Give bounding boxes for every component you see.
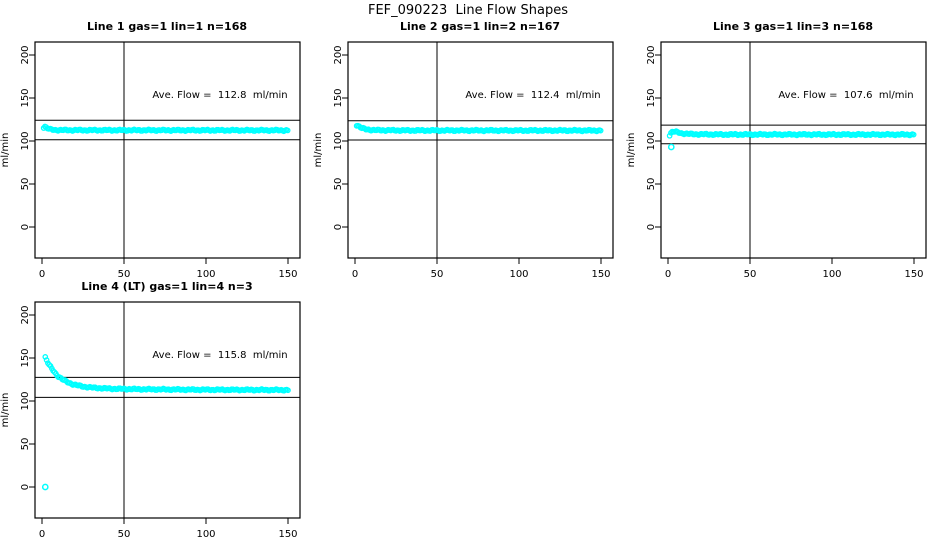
ave-flow-annotation-line-1: Ave. Flow = 112.8 ml/min xyxy=(152,90,288,101)
y-axis: 0 50 100 150 200 xyxy=(333,45,348,230)
panel-title-line-1: Line 1 gas=1 lin=1 n=168 xyxy=(86,20,248,33)
x-tick-label: 100 xyxy=(822,269,841,280)
panel-title-line-3: Line 3 gas=1 lin=3 n=168 xyxy=(712,20,874,33)
y-tick-label: 100 xyxy=(20,391,31,410)
data-point xyxy=(284,127,291,134)
x-tick-label: 50 xyxy=(744,269,757,280)
chart-canvas-line-2: 0 50 100 150 200 ml/min 0 50 100 150 xyxy=(313,41,614,280)
y-tick-label: 200 xyxy=(20,305,31,324)
data-series xyxy=(40,123,291,135)
y-tick-label: 50 xyxy=(20,178,31,191)
y-tick-label: 0 xyxy=(20,224,31,230)
outlier-point xyxy=(41,483,49,491)
x-tick-label: 0 xyxy=(352,269,358,280)
y-tick-label: 200 xyxy=(646,45,657,64)
x-tick-label: 150 xyxy=(278,529,297,540)
y-tick-label: 0 xyxy=(333,224,344,230)
plot-border xyxy=(660,41,927,259)
panel-line-2: 0 50 100 150 200 ml/min 0 50 100 150 Line 2 gas=1… xyxy=(313,18,623,288)
y-axis: 0 50 100 150 200 xyxy=(20,45,35,230)
y-axis-label: ml/min xyxy=(0,133,11,168)
y-tick-label: 100 xyxy=(333,131,344,150)
y-axis-label: ml/min xyxy=(313,133,324,168)
x-axis: 0 50 100 150 xyxy=(352,258,611,280)
data-series xyxy=(666,128,917,139)
plot-border xyxy=(34,41,301,259)
plot-border xyxy=(347,41,614,259)
y-axis: 0 50 100 150 200 xyxy=(646,45,661,230)
panel-line-3: 0 50 100 150 200 ml/min 0 50 100 150 Line 3 gas=1… xyxy=(626,18,936,288)
data-point xyxy=(910,131,917,138)
panel-title-line-2: Line 2 gas=1 lin=2 n=167 xyxy=(399,20,561,33)
data-series xyxy=(353,122,604,135)
y-tick-label: 50 xyxy=(646,178,657,191)
data-point xyxy=(42,354,49,360)
y-tick-label: 150 xyxy=(20,348,31,367)
panel-line-4: 0 50 100 150 200 ml/min 0 50 100 150 Line 4 (LT) … xyxy=(0,278,310,540)
x-tick-label: 50 xyxy=(118,529,131,540)
panel-line-1: 0 50 100 150 200 ml/min 0 50 100 150 Line 1 gas=1… xyxy=(0,18,310,288)
data-point xyxy=(43,357,50,363)
data-series xyxy=(42,354,291,394)
x-tick-label: 100 xyxy=(196,529,215,540)
y-axis-label: ml/min xyxy=(626,133,637,168)
x-axis: 0 50 100 150 xyxy=(39,258,298,280)
y-tick-label: 150 xyxy=(333,88,344,107)
ave-flow-annotation-line-3: Ave. Flow = 107.6 ml/min xyxy=(778,90,914,101)
x-tick-label: 0 xyxy=(665,269,671,280)
page-title: FEF_090223 Line Flow Shapes xyxy=(367,3,569,18)
y-axis-label: ml/min xyxy=(0,393,11,428)
plot-border xyxy=(34,301,301,519)
y-tick-label: 200 xyxy=(20,45,31,64)
y-axis: 0 50 100 150 200 xyxy=(20,305,35,490)
y-tick-label: 50 xyxy=(20,438,31,451)
y-tick-label: 100 xyxy=(20,131,31,150)
x-tick-label: 150 xyxy=(591,269,610,280)
y-tick-label: 200 xyxy=(333,45,344,64)
x-tick-label: 150 xyxy=(904,269,923,280)
x-tick-label: 0 xyxy=(39,269,45,280)
data-point xyxy=(597,127,604,134)
data-point xyxy=(285,387,291,394)
x-tick-label: 50 xyxy=(431,269,444,280)
x-tick-label: 100 xyxy=(196,269,215,280)
panel-title-line-4: Line 4 (LT) gas=1 lin=4 n=3 xyxy=(81,280,253,293)
outlier-point xyxy=(667,143,675,151)
chart-canvas-line-4: 0 50 100 150 200 ml/min 0 50 100 150 xyxy=(0,301,301,540)
x-tick-label: 0 xyxy=(39,529,45,540)
chart-canvas-line-3: 0 50 100 150 200 ml/min 0 50 100 150 xyxy=(626,41,927,280)
x-tick-label: 150 xyxy=(278,269,297,280)
chart-canvas-line-1: 0 50 100 150 200 ml/min 0 50 100 150 xyxy=(0,41,301,280)
y-tick-label: 0 xyxy=(20,484,31,490)
x-axis: 0 50 100 150 xyxy=(665,258,924,280)
ave-flow-annotation-line-2: Ave. Flow = 112.4 ml/min xyxy=(465,90,601,101)
data-point xyxy=(51,369,58,375)
y-tick-label: 150 xyxy=(646,88,657,107)
x-tick-label: 100 xyxy=(509,269,528,280)
ave-flow-annotation-line-4: Ave. Flow = 115.8 ml/min xyxy=(152,350,288,361)
y-tick-label: 0 xyxy=(646,224,657,230)
y-tick-label: 150 xyxy=(20,88,31,107)
x-axis: 0 50 100 150 xyxy=(39,518,298,540)
x-tick-label: 50 xyxy=(118,269,131,280)
data-point xyxy=(666,132,673,139)
y-tick-label: 100 xyxy=(646,131,657,150)
y-tick-label: 50 xyxy=(333,178,344,191)
